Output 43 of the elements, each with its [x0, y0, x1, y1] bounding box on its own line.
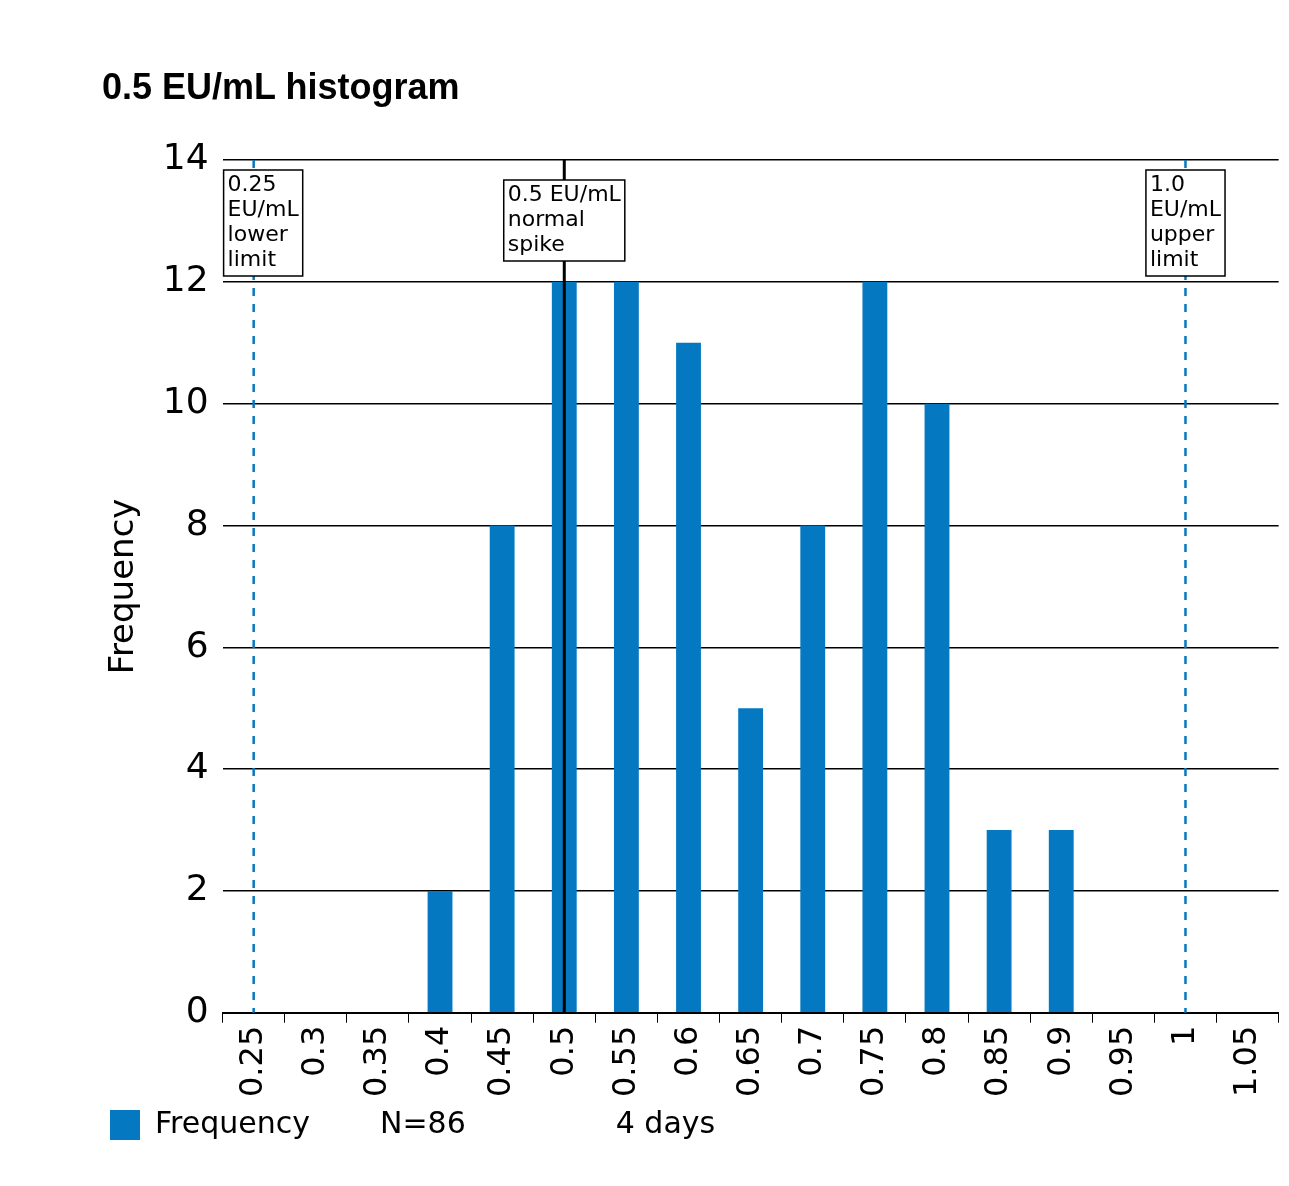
x-tick-label: 1.05 — [1225, 1025, 1264, 1097]
chart-title: 0.5 EU/mL histogram — [102, 66, 460, 108]
x-tick-label: 0.8 — [915, 1025, 954, 1077]
y-tick-label: 4 — [185, 745, 209, 787]
x-tick-label: 0.85 — [977, 1025, 1016, 1097]
bar — [800, 525, 826, 1012]
x-tick-label: 0.3 — [294, 1025, 333, 1077]
x-tick-label: 0.95 — [1101, 1025, 1140, 1097]
x-tick-label: 0.7 — [791, 1025, 830, 1077]
bar — [427, 890, 453, 1012]
bar — [738, 708, 764, 1012]
bar — [862, 281, 888, 1012]
x-tick-label: 0.4 — [418, 1025, 457, 1077]
y-tick-label: 0 — [185, 989, 209, 1031]
text: N=86 — [379, 1104, 466, 1140]
x-tick-label: 0.5 — [542, 1025, 581, 1077]
y-axis-title: Frequency — [101, 498, 142, 675]
x-tick-label: 0.9 — [1039, 1025, 1078, 1077]
bar — [676, 342, 701, 1012]
bar — [1048, 830, 1074, 1012]
x-tick-label: 0.6 — [666, 1025, 705, 1077]
text: 4 days — [615, 1104, 716, 1140]
x-tick-label: 0.35 — [356, 1025, 395, 1097]
bar — [613, 281, 639, 1012]
x-tick-label: 0.55 — [604, 1025, 643, 1097]
bar — [924, 403, 950, 1012]
bar — [489, 525, 515, 1012]
legend-label: Frequency — [155, 1104, 310, 1140]
y-tick-label: 14 — [162, 136, 209, 178]
ref-line-label: 0.5 EU/mL normal spike — [507, 180, 622, 256]
bar — [986, 830, 1012, 1012]
y-tick-label: 6 — [185, 623, 209, 665]
x-tick-label: 1 — [1163, 1025, 1202, 1047]
y-tick-label: 12 — [162, 258, 209, 300]
x-tick-label: 0.45 — [480, 1025, 519, 1097]
ref-line-label: 1.0 EU/mL upper limit — [1149, 170, 1222, 271]
x-tick-label: 0.75 — [853, 1025, 892, 1097]
y-tick-label: 8 — [185, 501, 209, 543]
x-tick-label: 0.65 — [728, 1025, 767, 1097]
y-tick-label: 10 — [162, 380, 209, 421]
ref-line-label: 0.25 EU/mL lower limit — [227, 170, 300, 271]
x-tick-label: 0.25 — [231, 1025, 270, 1097]
y-tick-label: 2 — [185, 867, 209, 909]
